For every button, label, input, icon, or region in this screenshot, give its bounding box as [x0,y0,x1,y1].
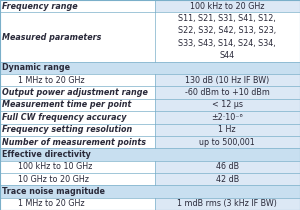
Text: Output power adjustment range: Output power adjustment range [2,88,148,97]
Bar [154,74,300,87]
Text: 46 dB: 46 dB [216,162,239,171]
Bar [154,12,300,62]
Bar [154,123,300,136]
Text: Dynamic range: Dynamic range [2,63,70,72]
Text: 10 GHz to 20 GHz: 10 GHz to 20 GHz [8,175,89,184]
Text: Full CW frequency accuracy: Full CW frequency accuracy [2,113,127,122]
Text: < 12 μs: < 12 μs [212,101,243,109]
Text: 1 MHz to 20 GHz: 1 MHz to 20 GHz [8,199,85,208]
Text: up to 500,001: up to 500,001 [200,138,255,147]
Bar [154,111,300,123]
Bar [0,185,154,198]
Bar [154,136,300,148]
Bar [0,0,154,12]
Bar [0,62,154,74]
Bar [154,99,300,111]
Bar [0,74,154,87]
Bar [154,62,300,74]
Bar [0,87,154,99]
Bar [154,148,300,161]
Text: S11, S21, S31, S41, S12,
S22, S32, S42, S13, S23,
S33, S43, S14, S24, S34,
S44: S11, S21, S31, S41, S12, S22, S32, S42, … [178,14,276,60]
Bar [0,198,154,210]
Text: 42 dB: 42 dB [216,175,239,184]
Bar [0,99,154,111]
Bar [154,0,300,12]
Text: 1 mdB rms (3 kHz IF BW): 1 mdB rms (3 kHz IF BW) [177,199,277,208]
Text: 1 MHz to 20 GHz: 1 MHz to 20 GHz [8,76,85,85]
Bar [154,173,300,185]
Bar [154,87,300,99]
Text: Number of measurement points: Number of measurement points [2,138,146,147]
Text: 1 Hz: 1 Hz [218,125,236,134]
Text: ±2·10⁻⁶: ±2·10⁻⁶ [212,113,243,122]
Text: Frequency range: Frequency range [2,2,78,11]
Bar [0,148,154,161]
Text: Measured parameters: Measured parameters [2,33,101,42]
Bar [0,136,154,148]
Bar [0,111,154,123]
Bar [0,173,154,185]
Text: Effective directivity: Effective directivity [2,150,91,159]
Text: 100 kHz to 10 GHz: 100 kHz to 10 GHz [8,162,92,171]
Bar [154,185,300,198]
Text: 100 kHz to 20 GHz: 100 kHz to 20 GHz [190,2,265,11]
Bar [0,12,154,62]
Bar [0,161,154,173]
Text: -60 dBm to +10 dBm: -60 dBm to +10 dBm [185,88,270,97]
Text: Frequency setting resolution: Frequency setting resolution [2,125,132,134]
Text: 130 dB (10 Hz IF BW): 130 dB (10 Hz IF BW) [185,76,269,85]
Bar [0,123,154,136]
Text: Measurement time per point: Measurement time per point [2,101,131,109]
Bar [154,161,300,173]
Text: Trace noise magnitude: Trace noise magnitude [2,187,105,196]
Bar [154,198,300,210]
